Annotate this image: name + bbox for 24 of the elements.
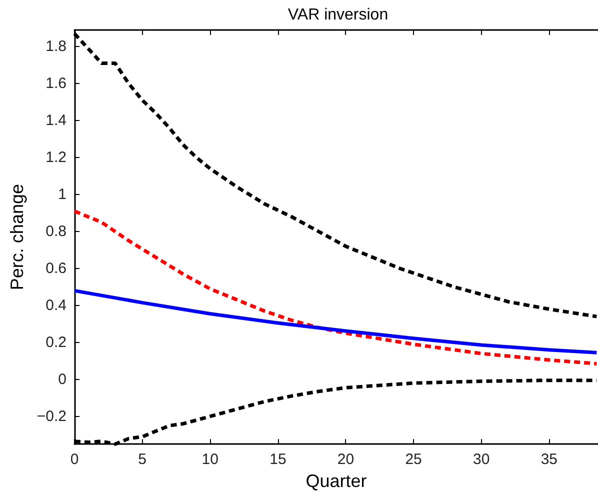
y-tick-label: 1 — [58, 186, 67, 204]
x-tick-label: 15 — [270, 451, 286, 468]
y-tick-label: 1.8 — [46, 38, 67, 56]
y-tick-label: 1.4 — [46, 112, 67, 130]
y-tick-label: 0.2 — [46, 334, 67, 351]
x-axis-title: Quarter — [306, 471, 367, 491]
chart-title: VAR inversion — [288, 6, 388, 24]
x-tick-label: 0 — [70, 451, 79, 468]
y-tick-label: 1.2 — [46, 149, 67, 166]
y-tick-label: 1.6 — [46, 75, 67, 92]
x-tick-label: 10 — [202, 451, 218, 468]
line-series — [72, 209, 598, 366]
y-tick-label: 0 — [58, 370, 67, 388]
y-tick-label: −0.2 — [36, 408, 67, 425]
y-tick-label: 0.6 — [46, 260, 67, 277]
x-tick-label: 5 — [138, 451, 146, 468]
y-tick-label: 0.4 — [46, 296, 67, 314]
x-tick-label: 30 — [473, 451, 490, 468]
y-tick-label: 0.8 — [46, 223, 67, 240]
x-tick-label: 25 — [405, 451, 422, 468]
line-series — [72, 288, 598, 354]
y-axis-title: Perc. change — [7, 184, 27, 290]
x-tick-label: 20 — [337, 451, 354, 468]
x-tick-label: 35 — [540, 451, 558, 468]
